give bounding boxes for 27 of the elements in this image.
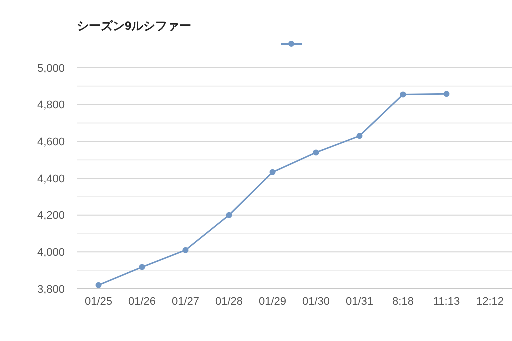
x-tick-label: 8:18	[392, 296, 414, 308]
x-tick-label: 01/27	[172, 296, 200, 308]
point	[182, 247, 189, 254]
y-tick-label: 3,800	[37, 284, 65, 296]
chart-title: シーズン9ルシファー	[77, 19, 192, 33]
point	[400, 92, 406, 98]
y-tick-label: 4,600	[37, 136, 65, 149]
y-tick-label: 4,000	[37, 247, 65, 260]
point	[313, 150, 320, 156]
x-tick-label: 11:13	[433, 296, 460, 308]
x-tick-label: 01/30	[302, 296, 330, 308]
y-tick-label: 4,800	[37, 100, 65, 112]
x-tick-label: 01/29	[258, 296, 287, 308]
point	[356, 133, 363, 140]
x-tick-label: 01/25	[84, 296, 113, 308]
point	[96, 282, 102, 288]
point	[444, 91, 450, 98]
point	[139, 264, 146, 270]
x-tick-label: 01/28	[215, 296, 244, 308]
point	[226, 212, 232, 218]
x-tick-label: 12:12	[476, 296, 504, 308]
point	[270, 169, 276, 176]
x-tick-label: 01/31	[346, 296, 374, 308]
y-tick-label: 5,000	[37, 62, 65, 75]
y-tick-label: 4,400	[37, 173, 65, 186]
x-tick-label: 01/26	[128, 296, 156, 308]
y-tick-label: 4,200	[37, 210, 65, 222]
